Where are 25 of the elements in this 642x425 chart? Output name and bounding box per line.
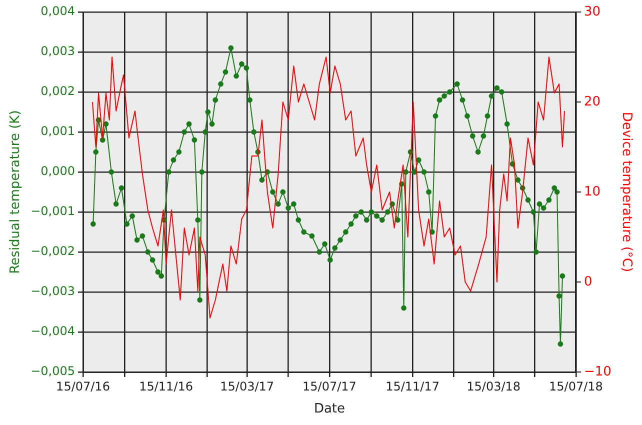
y2-axis-title: Device temperature (°C) [618,112,634,272]
y-tick-label: −0,003 [30,284,76,298]
x-tick-label: 15/07/16 [56,379,110,394]
x-tick-label: 15/03/18 [466,379,521,394]
x-axis-title: Date [314,402,346,417]
y-tick-label: 0,002 [40,84,76,98]
y-tick-label: −0,002 [30,244,76,258]
y2-tick-label: 30 [584,4,601,20]
y-tick-label: 0,001 [40,124,76,138]
x-tick-label: 15/07/18 [549,379,603,394]
y2-tick-label: 10 [584,184,601,200]
y-tick-label: 0,003 [40,44,76,58]
x-tick-label: 15/07/17 [302,379,356,394]
y-tick-label: −0,004 [30,324,76,338]
y-tick-label: 0,000 [40,164,76,178]
y2-tick-label: 20 [584,94,601,110]
y2-tick-label: −10 [584,364,612,380]
y2-tick-label: 0 [584,274,592,290]
y-tick-label: 0,004 [40,4,76,18]
y-tick-label: −0,001 [30,204,76,218]
x-tick-label: 15/11/16 [139,379,194,394]
y-tick-label: −0,005 [30,364,76,378]
x-tick-label: 15/11/17 [386,379,440,394]
x-tick-label: 15/03/17 [220,379,274,394]
y-axis-title: Residual temperature (K) [8,110,24,274]
